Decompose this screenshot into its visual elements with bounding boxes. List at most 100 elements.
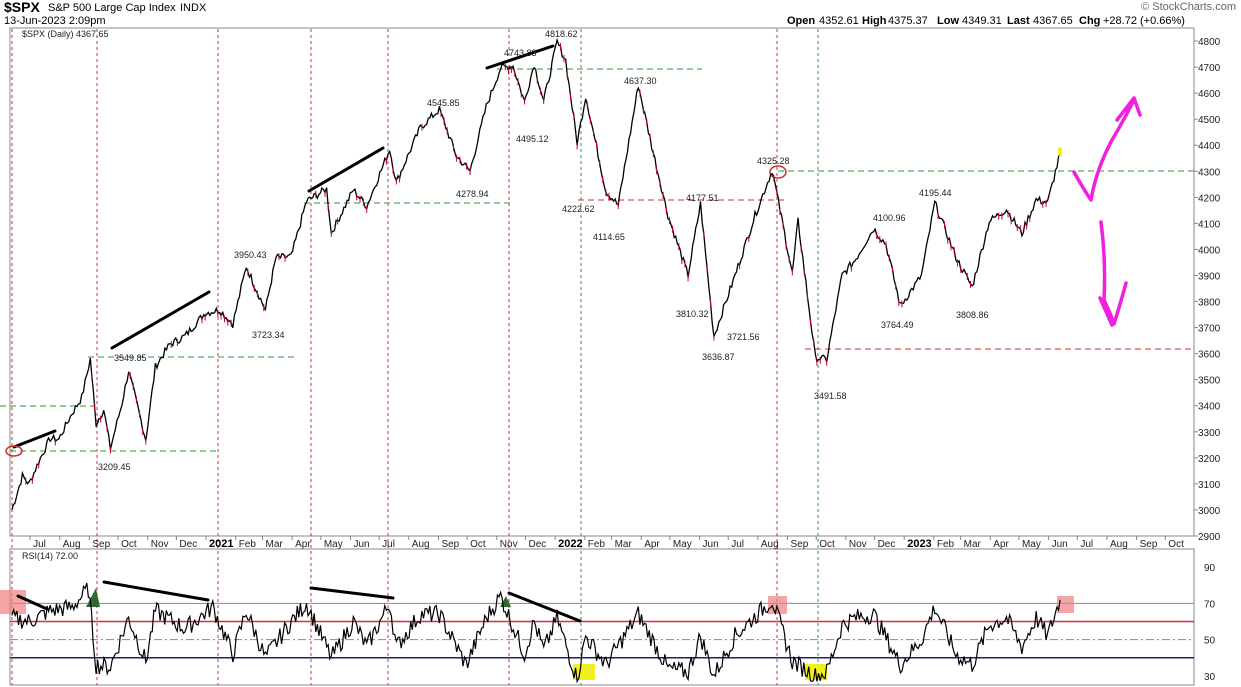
x-tick-label: Dec xyxy=(179,539,197,550)
price-annotation: 3950.43 xyxy=(234,250,267,260)
price-annotation: 3764.49 xyxy=(881,320,914,330)
price-annotation: 3636.87 xyxy=(702,352,735,362)
trend-line xyxy=(307,146,385,193)
x-tick-label: Oct xyxy=(470,539,486,550)
rsi-highlight-box xyxy=(768,596,787,614)
price-annotation: 4100.96 xyxy=(873,213,906,223)
price-annotation: 3723.34 xyxy=(252,330,285,340)
x-tick-label: Dec xyxy=(528,539,546,550)
x-tick-label: Jun xyxy=(353,539,369,550)
low-value: 4349.31 xyxy=(962,15,1002,27)
x-tick-label: Feb xyxy=(588,539,606,550)
price-annotation: 4114.65 xyxy=(593,232,625,242)
price-annotation: 4818.62 xyxy=(545,29,578,39)
x-tick-label: Jul xyxy=(33,539,46,550)
brand-watermark: © StockCharts.com xyxy=(1141,1,1236,13)
price-legend: $SPX (Daily) 4367.65 xyxy=(22,29,109,39)
price-annotation: 3491.58 xyxy=(814,391,847,401)
price-y-tick-label: 4500 xyxy=(1198,115,1221,126)
x-tick-label: Feb xyxy=(937,539,955,550)
price-y-tick-label: 4000 xyxy=(1198,245,1221,256)
price-annotation: 4222.62 xyxy=(562,204,595,214)
price-annotation: 4278.94 xyxy=(456,189,489,199)
price-y-tick-label: 3000 xyxy=(1198,506,1221,517)
price-y-axis: 2900 3000 3100 3200 3300 3400 3500 3600 3700 3800… xyxy=(1194,37,1221,543)
price-annotation: 3549.85 xyxy=(114,353,147,363)
price-annotation: 4495.12 xyxy=(516,134,549,144)
x-tick-label: Dec xyxy=(878,539,896,550)
support-resistance-lines xyxy=(0,68,1194,452)
x-tick-label: Jun xyxy=(1052,539,1068,550)
x-tick-label: 2023 xyxy=(907,538,931,550)
x-tick-label: Apr xyxy=(993,539,1009,550)
x-tick-label: Sep xyxy=(1140,539,1158,550)
x-tick-label: May xyxy=(673,539,692,550)
rsi-y-tick-label: 90 xyxy=(1204,563,1216,574)
chg-value: +28.72 (+0.66%) xyxy=(1103,15,1185,27)
rsi-yellow-marker xyxy=(573,664,595,680)
rsi-y-axis: 30 50 70 90 xyxy=(1204,563,1216,683)
x-tick-label: Oct xyxy=(819,539,835,550)
last-price-marker xyxy=(1058,147,1063,156)
rsi-y-tick-label: 30 xyxy=(1204,672,1216,683)
trend-line xyxy=(507,591,582,623)
x-tick-label: 2021 xyxy=(209,538,233,550)
x-tick-label: Sep xyxy=(441,539,459,550)
x-tick-label: Mar xyxy=(265,539,283,550)
price-annotation: 4637.30 xyxy=(624,76,657,86)
price-y-tick-label: 3300 xyxy=(1198,428,1221,439)
x-tick-label: Nov xyxy=(151,539,169,550)
circle-marker xyxy=(769,165,787,179)
symbol-name: S&P 500 Large Cap Index xyxy=(48,2,176,14)
x-tick-label: Sep xyxy=(92,539,110,550)
ohlc-readout: Open 4352.61 High 4375.37 Low 4349.31 La… xyxy=(787,15,1185,27)
x-tick-label: Mar xyxy=(615,539,633,550)
x-tick-label: May xyxy=(324,539,343,550)
x-tick-label: Jun xyxy=(703,539,719,550)
trend-line xyxy=(12,429,57,449)
chg-label: Chg xyxy=(1079,15,1100,27)
x-tick-label: Aug xyxy=(63,539,81,550)
rsi-gridlines xyxy=(10,602,1194,659)
x-tick-label: Jul xyxy=(731,539,744,550)
low-label: Low xyxy=(937,15,959,27)
price-y-tick-label: 4800 xyxy=(1198,37,1221,48)
down-arrow-drawing xyxy=(1098,220,1128,327)
event-vertical-lines xyxy=(11,29,819,685)
price-annotation: 3808.86 xyxy=(956,310,989,320)
price-annotation: 4195.44 xyxy=(919,188,952,198)
x-tick-label: 2022 xyxy=(558,538,582,550)
x-tick-label: May xyxy=(1022,539,1041,550)
up-arrow-drawing xyxy=(1072,96,1142,202)
x-tick-label: Sep xyxy=(791,539,809,550)
price-y-tick-label: 4200 xyxy=(1198,193,1221,204)
x-tick-label: Aug xyxy=(412,539,430,550)
x-tick-label: Feb xyxy=(239,539,257,550)
price-y-tick-label: 3600 xyxy=(1198,350,1221,361)
price-annotation: 4177.51 xyxy=(686,193,719,203)
circle-marker xyxy=(5,445,23,457)
trend-line xyxy=(110,290,211,350)
last-label: Last xyxy=(1007,15,1030,27)
x-axis: Jul Aug Sep Oct Nov Dec 2021 Feb Mar Apr May Jun Jul… xyxy=(29,536,1184,550)
x-tick-label: Aug xyxy=(761,539,779,550)
price-y-tick-label: 3800 xyxy=(1198,298,1221,309)
x-tick-label: Oct xyxy=(1168,539,1184,550)
x-tick-label: Mar xyxy=(964,539,982,550)
trend-line xyxy=(309,586,395,600)
x-tick-label: Apr xyxy=(295,539,311,550)
price-annotation: 4325.28 xyxy=(757,156,790,166)
price-y-tick-label: 4100 xyxy=(1198,219,1221,230)
x-tick-label: Nov xyxy=(849,539,867,550)
date-stamp: 13-Jun-2023 2:09pm xyxy=(4,15,106,27)
price-panel-frame xyxy=(9,27,1195,537)
price-annotation: 3810.32 xyxy=(676,309,709,319)
magenta-projection-arrows xyxy=(1072,96,1142,327)
price-y-tick-label: 3200 xyxy=(1198,454,1221,465)
price-y-tick-label: 2900 xyxy=(1198,532,1221,543)
price-y-tick-label: 4400 xyxy=(1198,141,1221,152)
price-y-tick-label: 3700 xyxy=(1198,324,1221,335)
trend-line xyxy=(485,44,555,70)
rsi-panel-frame xyxy=(9,548,1195,686)
